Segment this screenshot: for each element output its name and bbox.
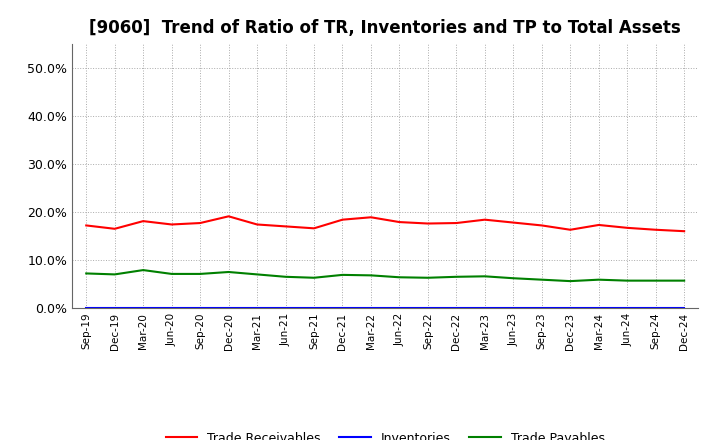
- Trade Receivables: [652, 227, 660, 232]
- Trade Payables: [225, 269, 233, 275]
- Trade Payables: [566, 279, 575, 284]
- Trade Payables: [110, 272, 119, 277]
- Trade Payables: [395, 275, 404, 280]
- Trade Payables: [480, 274, 489, 279]
- Trade Receivables: [338, 217, 347, 222]
- Trade Receivables: [566, 227, 575, 232]
- Trade Receivables: [537, 223, 546, 228]
- Trade Receivables: [595, 222, 603, 227]
- Trade Receivables: [452, 220, 461, 226]
- Inventories: [253, 305, 261, 310]
- Trade Receivables: [509, 220, 518, 225]
- Inventories: [480, 305, 489, 310]
- Trade Payables: [680, 278, 688, 283]
- Trade Receivables: [82, 223, 91, 228]
- Trade Receivables: [225, 214, 233, 219]
- Trade Payables: [537, 277, 546, 282]
- Inventories: [680, 305, 688, 310]
- Trade Payables: [82, 271, 91, 276]
- Line: Trade Receivables: Trade Receivables: [86, 216, 684, 231]
- Line: Trade Payables: Trade Payables: [86, 270, 684, 281]
- Inventories: [423, 305, 432, 310]
- Inventories: [139, 305, 148, 310]
- Inventories: [167, 305, 176, 310]
- Inventories: [509, 305, 518, 310]
- Trade Receivables: [282, 224, 290, 229]
- Trade Payables: [196, 271, 204, 277]
- Trade Receivables: [480, 217, 489, 222]
- Trade Payables: [595, 277, 603, 282]
- Inventories: [595, 305, 603, 310]
- Inventories: [338, 305, 347, 310]
- Inventories: [110, 305, 119, 310]
- Trade Receivables: [680, 228, 688, 234]
- Inventories: [366, 305, 375, 310]
- Trade Receivables: [623, 225, 631, 231]
- Trade Payables: [652, 278, 660, 283]
- Trade Receivables: [139, 219, 148, 224]
- Trade Payables: [509, 275, 518, 281]
- Trade Payables: [253, 272, 261, 277]
- Trade Payables: [423, 275, 432, 280]
- Trade Payables: [167, 271, 176, 277]
- Inventories: [652, 305, 660, 310]
- Inventories: [225, 305, 233, 310]
- Inventories: [452, 305, 461, 310]
- Trade Receivables: [395, 220, 404, 225]
- Inventories: [566, 305, 575, 310]
- Inventories: [196, 305, 204, 310]
- Trade Payables: [623, 278, 631, 283]
- Trade Payables: [139, 268, 148, 273]
- Trade Receivables: [366, 215, 375, 220]
- Inventories: [282, 305, 290, 310]
- Trade Receivables: [310, 226, 318, 231]
- Legend: Trade Receivables, Inventories, Trade Payables: Trade Receivables, Inventories, Trade Pa…: [161, 427, 610, 440]
- Trade Receivables: [423, 221, 432, 226]
- Inventories: [537, 305, 546, 310]
- Title: [9060]  Trend of Ratio of TR, Inventories and TP to Total Assets: [9060] Trend of Ratio of TR, Inventories…: [89, 19, 681, 37]
- Trade Receivables: [167, 222, 176, 227]
- Trade Payables: [338, 272, 347, 278]
- Trade Receivables: [196, 220, 204, 226]
- Trade Payables: [310, 275, 318, 280]
- Trade Payables: [366, 273, 375, 278]
- Trade Payables: [452, 274, 461, 279]
- Trade Payables: [282, 274, 290, 279]
- Inventories: [310, 305, 318, 310]
- Trade Receivables: [253, 222, 261, 227]
- Inventories: [623, 305, 631, 310]
- Inventories: [395, 305, 404, 310]
- Inventories: [82, 305, 91, 310]
- Trade Receivables: [110, 226, 119, 231]
